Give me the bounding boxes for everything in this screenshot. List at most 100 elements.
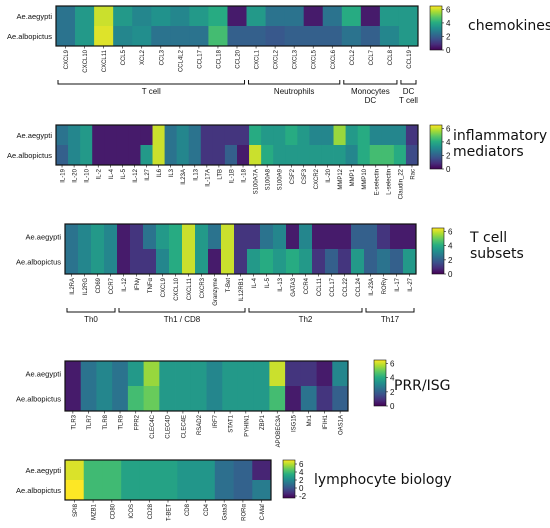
heatmap-cell — [169, 249, 183, 275]
heatmap-cell — [56, 26, 76, 47]
heatmap-cell — [175, 386, 192, 412]
column-label: CCR7 — [109, 277, 115, 294]
column-label: T-BET — [167, 504, 173, 521]
heatmap-cell — [214, 460, 234, 481]
row-label: Ae.aegypti — [17, 131, 53, 140]
group-label: Th0 — [84, 315, 98, 324]
heatmap-cell — [285, 125, 298, 146]
panel-title: lymphocyte biology — [314, 472, 452, 488]
panel-title: mediators — [453, 144, 524, 160]
heatmap-cell — [284, 6, 305, 27]
column-label: IL27 — [145, 168, 151, 180]
heatmap-cell — [208, 26, 228, 47]
heatmap-cell — [249, 125, 262, 146]
heatmap-cell — [214, 480, 234, 501]
heatmap-cell — [195, 224, 209, 250]
column-label: CCL22 — [343, 277, 349, 296]
row-label: Ae.aegypti — [26, 466, 62, 475]
heatmap-cell — [381, 125, 395, 146]
heatmap-cell — [227, 26, 247, 47]
column-label: ZBP1 — [260, 414, 266, 430]
column-label: CCL17 — [197, 49, 203, 68]
column-label: IL23A — [181, 169, 187, 185]
heatmap-cell — [139, 480, 160, 501]
column-label: IFIH1 — [323, 414, 329, 429]
column-label: RORγ — [382, 278, 388, 294]
heatmap-cell — [196, 460, 216, 481]
heatmap-cell — [351, 249, 365, 275]
column-label: IL6 — [157, 168, 163, 177]
heatmap-cell — [195, 249, 209, 275]
heatmap-cell — [297, 145, 310, 166]
column-label: RSAD2 — [197, 414, 203, 435]
heatmap-panel: Ae.aegypti Ae.albopictus IL2RA IL2RG CD69 CCR… — [16, 223, 524, 324]
heatmap-cell — [65, 460, 85, 481]
group-label: Neutrophils — [274, 87, 314, 96]
column-label: CLEC4E — [181, 415, 187, 438]
column-label: CXCL2 — [274, 49, 280, 69]
heatmap-cell — [206, 361, 223, 387]
group-bracket — [343, 80, 398, 85]
heatmap-cell — [130, 224, 144, 250]
heatmap-cell — [80, 361, 97, 387]
column-label: CCL19 — [407, 49, 413, 68]
heatmap-cell — [164, 145, 178, 166]
colorbar-tick-label: 0 — [446, 165, 451, 174]
heatmap-cell — [237, 386, 255, 412]
heatmap-cell — [182, 224, 196, 250]
colorbar-tick-label: 4 — [448, 242, 453, 251]
heatmap-cell — [360, 6, 381, 27]
column-label: MMP12 — [338, 168, 344, 189]
heatmap-cell — [182, 249, 196, 275]
column-label: ISG15 — [291, 414, 297, 432]
heatmap-cell — [188, 125, 202, 146]
heatmap-frame — [64, 360, 349, 412]
heatmap-cell — [127, 361, 145, 387]
heatmap-cell — [156, 249, 170, 275]
column-label: IL12RB1 — [239, 277, 245, 301]
heatmap-cell — [177, 480, 197, 501]
heatmap-cell — [143, 249, 157, 275]
colorbar-tick-label: 6 — [446, 124, 451, 133]
heatmap-cell — [237, 361, 255, 387]
column-label: CCL3 — [159, 49, 165, 65]
heatmap-cell — [121, 480, 141, 501]
column-label: CSF3 — [302, 168, 308, 184]
heatmap-cell — [132, 6, 152, 27]
heatmap-cell — [341, 26, 362, 47]
heatmap-cell — [403, 249, 417, 275]
column-label: IL-5 — [121, 168, 127, 179]
heatmap-cell — [80, 125, 93, 146]
colorbar-tick-label: 2 — [299, 476, 304, 485]
heatmap-cell — [139, 460, 160, 481]
heatmap-cell — [208, 224, 222, 250]
heatmap-cell — [91, 249, 105, 275]
heatmap-cell — [364, 249, 378, 275]
heatmap-cell — [159, 361, 176, 387]
heatmap-cell — [176, 125, 190, 146]
heatmap-cell — [189, 6, 209, 27]
column-label: CXCL1 — [255, 49, 261, 69]
heatmap-cell — [234, 224, 248, 250]
heatmap-cell — [393, 125, 407, 146]
heatmap-cell — [65, 224, 79, 250]
heatmap-cell — [104, 145, 117, 166]
heatmap-cell — [261, 125, 274, 146]
group-bracket — [118, 308, 246, 313]
group-label: T cell — [399, 96, 418, 105]
heatmap-cell — [246, 6, 266, 27]
heatmap-cell — [285, 386, 302, 412]
heatmap-cell — [390, 249, 404, 275]
column-label: L-selectin — [386, 169, 392, 195]
heatmap-cell — [169, 224, 183, 250]
heatmap-cell — [65, 480, 85, 501]
heatmap-cell — [127, 386, 145, 412]
heatmap-cell — [249, 145, 262, 166]
panel-title: T cell — [469, 230, 507, 246]
heatmap-cell — [176, 145, 190, 166]
panel-title: subsets — [470, 246, 524, 262]
heatmap-cell — [379, 6, 400, 27]
colorbar-tick-label: 6 — [299, 460, 304, 469]
heatmap-cell — [104, 224, 118, 250]
row-label: Ae.albopictus — [7, 151, 52, 160]
